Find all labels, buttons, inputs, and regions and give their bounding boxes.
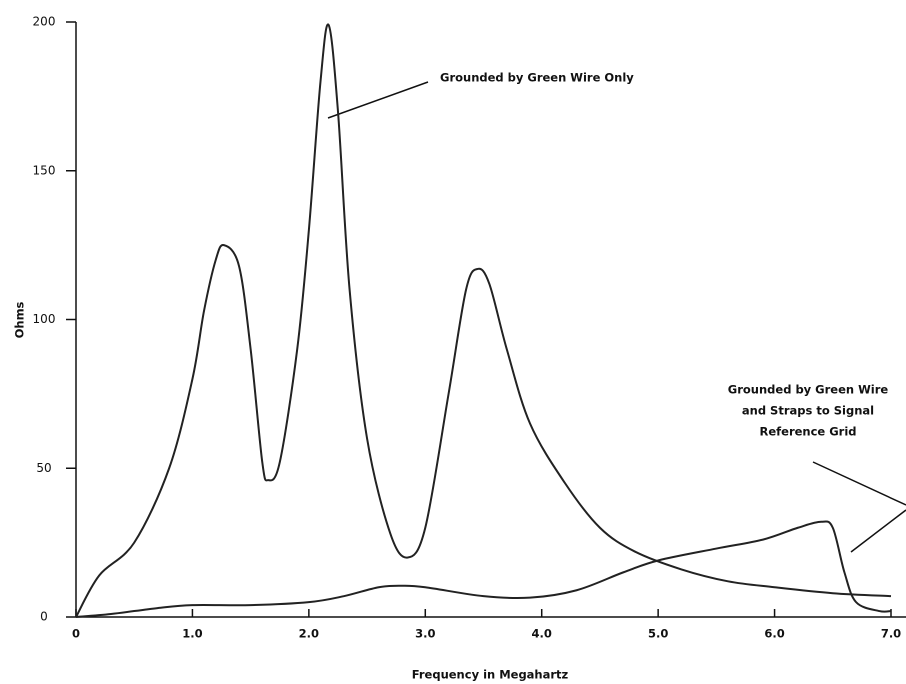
y-tick-label: 0 <box>40 610 48 624</box>
y-axis-label: Ohms <box>13 301 27 338</box>
x-tick-label: 1.0 <box>182 627 202 641</box>
line-series <box>75 520 892 618</box>
x-tick-label: 4.0 <box>532 627 552 641</box>
annotation: and Straps to Signal <box>742 404 874 418</box>
y-tick-label: 150 <box>33 163 56 177</box>
x-axis-label: Frequency in Megahartz <box>412 668 569 682</box>
y-tick-label: 100 <box>33 312 56 326</box>
annotation-pointer <box>327 81 429 119</box>
x-tick-label: 7.0 <box>881 627 901 641</box>
annotation: Grounded by Green Wire Only <box>440 71 634 85</box>
x-tick-label: 3.0 <box>415 627 435 641</box>
annotation: Reference Grid <box>759 425 856 439</box>
annotation-pointer <box>812 461 906 506</box>
annotation: Grounded by Green Wire <box>728 383 889 397</box>
x-tick-label: 5.0 <box>648 627 668 641</box>
y-tick-label: 200 <box>33 15 56 29</box>
annotation-pointer <box>850 509 906 553</box>
x-tick-label: 2.0 <box>299 627 319 641</box>
x-tick-label: 0 <box>72 627 80 641</box>
line-series <box>75 23 892 618</box>
x-tick-label: 6.0 <box>764 627 784 641</box>
y-tick-label: 50 <box>36 461 51 475</box>
